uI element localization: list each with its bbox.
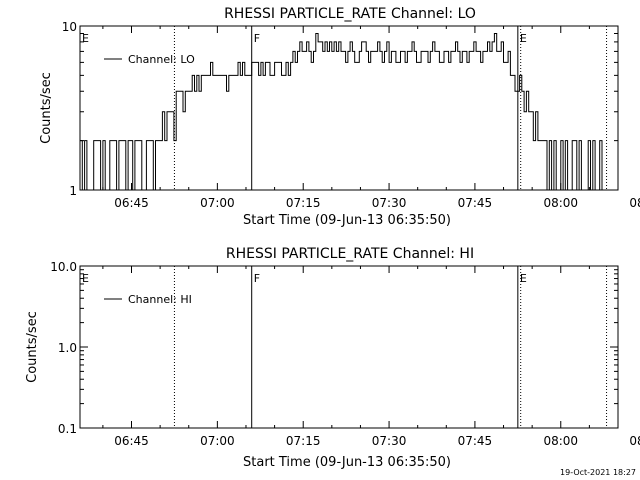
x-tick-label: 07:00 <box>200 196 235 210</box>
x-tick-label: 07:45 <box>458 434 493 448</box>
x-tick-label: 07:00 <box>200 434 235 448</box>
legend: Channel: HI <box>104 293 192 306</box>
marker-label: E <box>82 32 89 45</box>
y-axis-label: Counts/sec <box>39 72 54 144</box>
plot-frame <box>79 265 619 429</box>
y-tick-label: 1.0 <box>58 341 77 355</box>
axis-ticks: 06:45 07:00 07:15 07:30 07:45 08:00 08:15 1 10 <box>62 20 640 210</box>
marker-label: F <box>254 32 260 45</box>
footer-timestamp: 19-Oct-2021 18:27 <box>560 468 636 477</box>
x-tick-label: 07:30 <box>372 196 407 210</box>
x-axis-label: Start Time (09-Jun-13 06:35:50) <box>243 455 451 470</box>
x-tick-label: 06:45 <box>114 434 149 448</box>
series-line <box>80 33 607 191</box>
plot-frame <box>79 25 619 191</box>
y-tick-label: 0.1 <box>58 422 77 436</box>
marker-label: E <box>520 32 527 45</box>
chart-title: RHESSI PARTICLE_RATE Channel: HI <box>226 246 474 262</box>
y-tick-label: 10 <box>62 20 77 34</box>
legend-label: Channel: HI <box>128 293 192 306</box>
x-tick-label: 08:00 <box>543 434 578 448</box>
x-axis-label: Start Time (09-Jun-13 06:35:50) <box>243 213 451 228</box>
panel-lo: RHESSI PARTICLE_RATE Channel: LO Counts/… <box>39 6 640 228</box>
x-tick-label: 08:15 <box>629 434 640 448</box>
axis-ticks: 06:45 07:00 07:15 07:30 07:45 08:00 08:15 0.1 1.… <box>50 260 640 448</box>
y-tick-label: 1 <box>69 184 77 198</box>
marker-label: F <box>254 272 260 285</box>
chart-title: RHESSI PARTICLE_RATE Channel: LO <box>224 6 476 22</box>
marker-label: E <box>520 272 527 285</box>
y-axis-label: Counts/sec <box>25 311 40 383</box>
x-tick-label: 06:45 <box>114 196 149 210</box>
x-tick-label: 07:30 <box>372 434 407 448</box>
x-tick-label: 08:00 <box>543 196 578 210</box>
x-tick-label: 07:15 <box>286 434 321 448</box>
x-tick-label: 07:45 <box>458 196 493 210</box>
panel-hi: RHESSI PARTICLE_RATE Channel: HI Counts/… <box>25 246 640 470</box>
series-layer <box>80 33 607 191</box>
x-tick-label: 07:15 <box>286 196 321 210</box>
marker-label: E <box>82 272 89 285</box>
legend-label: Channel: LO <box>128 53 195 66</box>
y-tick-label: 10.0 <box>50 260 77 274</box>
legend: Channel: LO <box>104 53 195 66</box>
x-tick-label: 08:15 <box>629 196 640 210</box>
